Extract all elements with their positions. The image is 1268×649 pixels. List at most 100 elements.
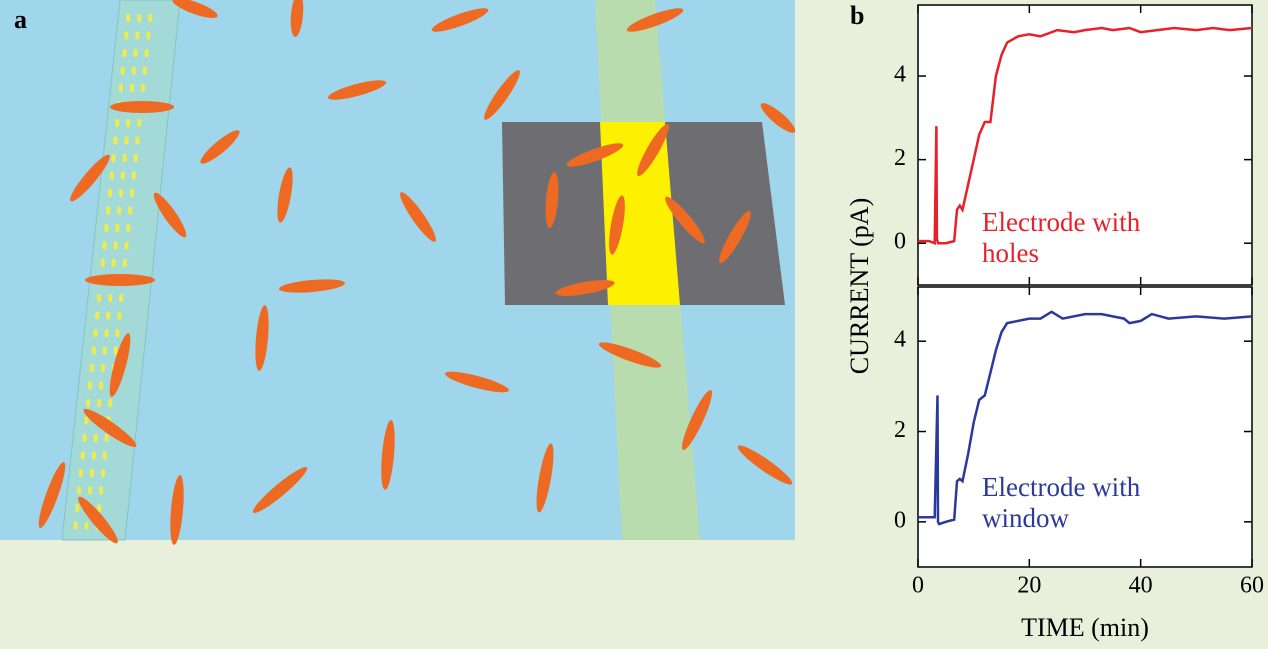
y-tick-label: 4 [894,327,906,353]
hole [135,31,140,40]
nanorod [252,467,308,513]
hole [113,241,118,250]
nanorod [555,280,615,296]
hole [140,84,145,92]
y-tick-label: 2 [894,417,906,443]
hole [118,84,123,92]
line [918,26,1253,245]
hole [108,294,113,302]
hole [126,119,131,127]
nanorod [566,143,624,167]
nanorod [170,475,184,545]
nanorod [255,305,269,371]
y-tick-label: 0 [894,507,906,533]
hole [129,84,134,92]
hole [88,381,93,390]
hole [115,329,120,337]
hole [100,259,105,267]
hole [97,294,102,302]
hole [126,224,131,232]
hole [133,154,138,162]
hole [77,486,82,495]
nanorod [637,123,669,177]
hole [111,154,116,162]
hole [119,294,124,302]
hole [106,206,111,215]
hole [104,224,109,232]
hole [131,171,136,180]
hole [104,329,109,337]
hole [107,189,112,197]
plot-area [917,4,1253,286]
panel-label: a [14,5,27,34]
hole [117,311,122,320]
hole [75,504,80,512]
hole [122,259,127,267]
hole [93,434,98,442]
x-tick-label: 20 [1017,573,1041,599]
hole [82,434,87,442]
nanorod [760,103,796,133]
hole [102,241,107,250]
nanorod [200,130,240,164]
hole [137,14,142,22]
annotation: holes [982,238,1039,268]
nanorod [431,8,489,32]
hole [95,311,100,320]
nanorod [536,443,554,513]
hole [80,451,85,460]
hole [100,469,105,477]
nanorod [327,80,387,100]
nanorod [445,371,509,393]
hole [97,504,102,512]
hole [137,119,142,127]
hole [148,14,153,22]
nanorod [153,192,187,238]
panel-label: b [850,1,864,30]
nanorod [70,154,110,202]
hole [91,346,96,355]
annotation: window [982,503,1070,533]
hole [102,346,107,355]
nanorod [38,462,66,528]
nanorod [484,70,520,120]
line [918,310,1253,526]
hole [128,206,133,215]
nanorod [665,196,705,244]
hole [89,364,94,372]
hole [133,49,138,57]
y-tick-label: 0 [894,229,906,255]
hole [93,329,98,337]
nanorod [277,167,293,223]
nanorod [682,389,712,451]
hole [91,451,96,460]
hole [99,381,104,390]
x-tick-label: 40 [1129,573,1153,599]
x-tick-label: 0 [912,573,924,599]
nanorod [83,408,137,448]
nanorod [109,333,131,397]
nanorod [598,342,662,368]
nanorod [290,0,304,37]
hole [120,171,125,180]
hole [100,364,105,372]
hole [124,31,129,40]
hole [115,119,120,127]
plot-area [917,286,1253,568]
hole [84,416,89,425]
nanorod [626,8,684,32]
nanorod [172,0,218,18]
y-axis-label: CURRENT (pA) [845,198,874,374]
hole [111,259,116,267]
hole [124,136,129,145]
y-tick-label: 2 [894,145,906,171]
x-axis-label: TIME (min) [1021,613,1149,642]
nanorod [545,172,559,228]
hole [118,189,123,197]
hole [122,49,127,57]
hole [102,451,107,460]
hole [115,224,120,232]
hole [146,31,151,40]
hole [99,486,104,495]
